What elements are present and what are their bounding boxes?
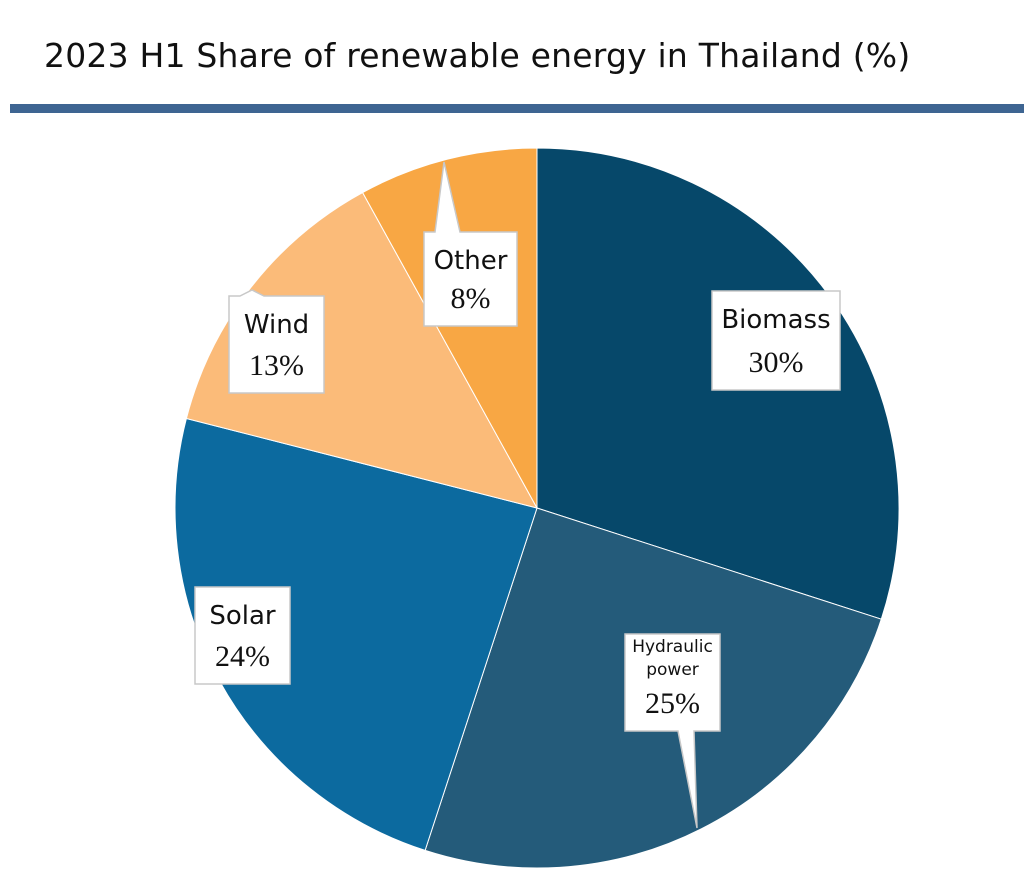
callout-box — [228, 289, 325, 394]
callout-box — [711, 290, 841, 391]
callout-box — [194, 586, 291, 685]
slice-label: power — [646, 660, 699, 680]
slice-value-label: 13% — [249, 349, 304, 382]
callout-wind: Wind 13% — [228, 289, 325, 394]
slice-label: Hydraulic — [632, 637, 713, 657]
slice-label: Other — [434, 246, 508, 276]
title-divider — [10, 104, 1024, 113]
slice-value-label: 8% — [451, 282, 491, 315]
slice-label: Biomass — [721, 305, 830, 335]
slice-value-label: 30% — [749, 346, 804, 379]
slice-value-label: 25% — [645, 687, 700, 720]
slice-label: Wind — [244, 310, 309, 340]
chart-title: 2023 H1 Share of renewable energy in Tha… — [44, 36, 911, 75]
callout-solar: Solar 24% — [194, 586, 291, 685]
callout-box — [624, 633, 721, 829]
pie-slice-wind — [185, 191, 538, 509]
callout-hydraulic-power: Hydraulic power 25% — [624, 633, 721, 829]
callout-box — [423, 161, 518, 327]
slice-label: Solar — [209, 601, 276, 631]
callout-other: Other 8% — [423, 161, 518, 327]
slice-value-label: 24% — [215, 640, 270, 673]
callout-biomass: Biomass 30% — [711, 290, 841, 391]
